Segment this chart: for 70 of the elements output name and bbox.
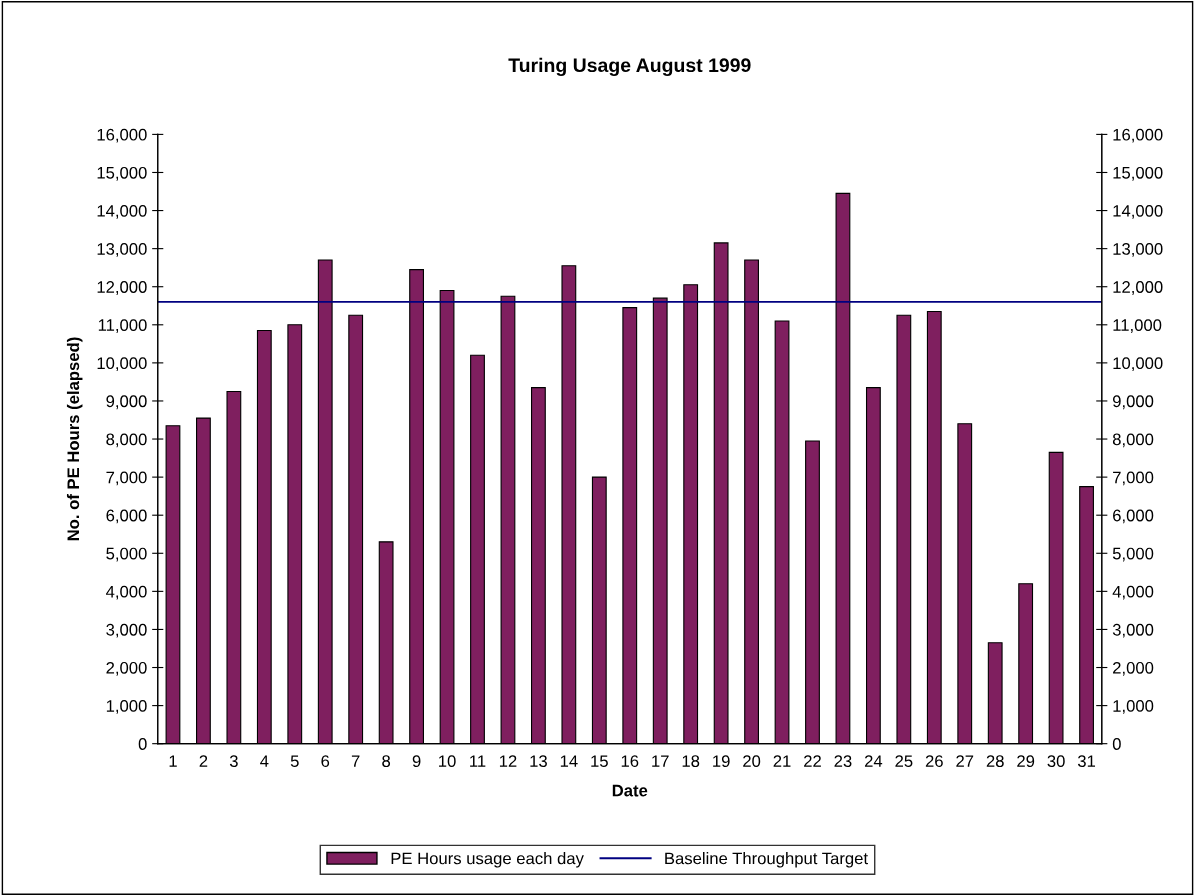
- x-tick-label: 4: [260, 755, 269, 767]
- x-tick-label: 7: [351, 755, 360, 767]
- x-tick-label: 6: [321, 755, 330, 768]
- x-tick-label: 5: [290, 755, 299, 768]
- y-tick-label: 13,000: [97, 243, 147, 257]
- y-axis-title: No. of PE Hours (elapsed): [66, 337, 83, 541]
- x-tick-label: 9: [412, 755, 421, 768]
- x-tick-label: 1: [169, 755, 177, 767]
- y2-tick-label: 5,000: [1112, 547, 1154, 562]
- chart-title: Turing Usage August 1999: [508, 57, 751, 77]
- y-tick-label: 10,000: [97, 357, 147, 372]
- x-tick-label: 14: [560, 755, 578, 767]
- x-tick-label: 15: [591, 755, 608, 768]
- x-tick-label: 18: [682, 755, 700, 768]
- y2-tick-label: 2,000: [1113, 661, 1154, 676]
- x-tick-label: 3: [229, 755, 238, 768]
- y-tick-label: 9,000: [106, 395, 147, 410]
- x-tick-label: 27: [956, 755, 974, 767]
- y-tick-label: 4,000: [106, 585, 147, 600]
- y2-tick-label: 16,000: [1113, 128, 1163, 143]
- x-tick-label: 31: [1077, 755, 1096, 768]
- y2-tick-label: 10,000: [1113, 357, 1163, 372]
- y2-tick-label: 0: [1112, 738, 1121, 750]
- y2-tick-label: 1,000: [1113, 700, 1154, 714]
- y-tick-label: 1,000: [106, 700, 147, 714]
- x-tick-label: 24: [864, 755, 883, 767]
- x-tick-label: 28: [986, 755, 1004, 768]
- x-tick-label: 13: [530, 755, 547, 768]
- y-tick-label: 8,000: [106, 433, 147, 448]
- x-axis-title: Date: [612, 784, 648, 797]
- y2-tick-label: 4,000: [1112, 585, 1154, 600]
- y2-tick-label: 11,000: [1113, 319, 1162, 333]
- y2-tick-label: 6,000: [1113, 509, 1154, 524]
- y-tick-label: 16,000: [97, 128, 147, 143]
- x-tick-label: 26: [925, 755, 943, 768]
- x-tick-label: 30: [1047, 755, 1065, 768]
- x-tick-label: 2: [199, 755, 208, 767]
- y2-tick-label: 7,000: [1113, 471, 1154, 486]
- y-tick-label: 6,000: [106, 509, 147, 524]
- y2-tick-label: 14,000: [1113, 204, 1163, 219]
- y-tick-label: 7,000: [106, 471, 147, 486]
- y2-tick-label: 3,000: [1112, 623, 1154, 638]
- y-tick-label: 11,000: [98, 319, 147, 333]
- y-tick-label: 12,000: [97, 281, 147, 295]
- x-tick-label: 23: [834, 755, 852, 768]
- x-tick-label: 25: [895, 755, 913, 768]
- legend-label: Baseline Throughput Target: [665, 852, 868, 868]
- y-tick-label: 0: [138, 738, 147, 750]
- x-tick-label: 12: [499, 755, 517, 767]
- y-tick-label: 3,000: [106, 623, 147, 638]
- y-tick-label: 15,000: [97, 166, 147, 181]
- y-tick-label: 5,000: [106, 547, 147, 562]
- x-tick-label: 8: [382, 755, 391, 768]
- x-tick-label: 11: [470, 755, 486, 767]
- x-tick-label: 16: [621, 755, 639, 768]
- y2-tick-label: 13,000: [1113, 243, 1163, 257]
- x-tick-label: 20: [743, 755, 761, 768]
- y2-tick-label: 8,000: [1112, 433, 1154, 448]
- x-tick-label: 10: [439, 755, 456, 768]
- y-tick-label: 2,000: [106, 661, 147, 676]
- x-tick-label: 19: [713, 755, 730, 768]
- x-tick-label: 22: [804, 755, 821, 767]
- x-tick-label: 17: [652, 755, 669, 767]
- x-tick-label: 29: [1017, 755, 1035, 768]
- y2-tick-label: 12,000: [1113, 281, 1163, 295]
- y2-tick-label: 9,000: [1112, 395, 1154, 410]
- legend-label: PE Hours usage each day: [391, 852, 584, 868]
- y-tick-label: 14,000: [97, 204, 147, 219]
- x-tick-label: 21: [773, 755, 791, 767]
- y2-tick-label: 15,000: [1113, 166, 1163, 181]
